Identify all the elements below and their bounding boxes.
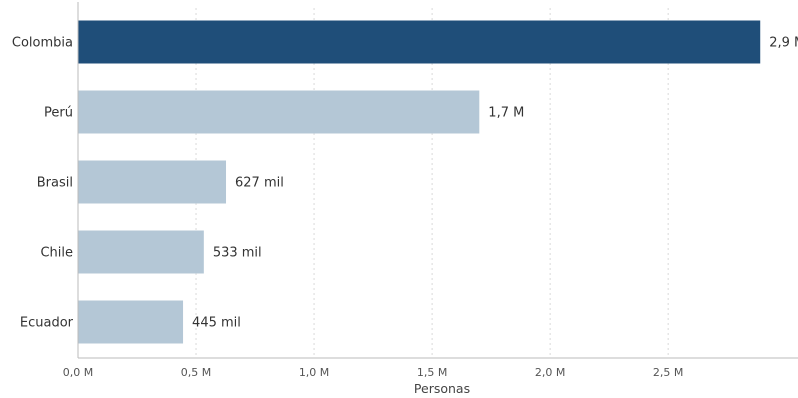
bars: [78, 20, 761, 344]
x-tick-label: 1,5 M: [417, 366, 447, 379]
value-label: 627 mil: [235, 176, 284, 191]
category-label: Perú: [44, 106, 73, 121]
bar: [78, 20, 761, 64]
value-label: 2,9 M: [769, 36, 798, 51]
x-axis-title: Personas: [414, 381, 470, 396]
value-label: 1,7 M: [488, 106, 524, 121]
category-label: Ecuador: [20, 316, 74, 331]
value-label: 445 mil: [192, 316, 241, 331]
value-labels: 2,9 M 1,7 M 627 mil 533 mil 445 mil: [192, 36, 798, 331]
bar: [78, 90, 480, 134]
value-label: 533 mil: [213, 246, 262, 261]
x-tick-label: 2,5 M: [653, 366, 683, 379]
x-tick-label: 1,0 M: [299, 366, 329, 379]
x-tick-label: 0,5 M: [181, 366, 211, 379]
x-tick-label: 2,0 M: [535, 366, 565, 379]
x-tick-label: 0,0 M: [63, 366, 93, 379]
category-label: Brasil: [37, 176, 73, 191]
bar: [78, 160, 227, 204]
category-label: Colombia: [12, 36, 73, 51]
category-labels: Colombia Perú Brasil Chile Ecuador: [12, 36, 74, 331]
bar: [78, 300, 184, 344]
category-label: Chile: [40, 246, 73, 261]
x-tick-labels: 0,0 M 0,5 M 1,0 M 1,5 M 2,0 M 2,5 M: [63, 366, 684, 379]
bar: [78, 230, 204, 274]
